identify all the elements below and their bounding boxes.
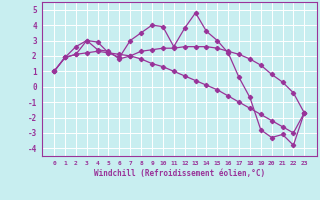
X-axis label: Windchill (Refroidissement éolien,°C): Windchill (Refroidissement éolien,°C) (94, 169, 265, 178)
